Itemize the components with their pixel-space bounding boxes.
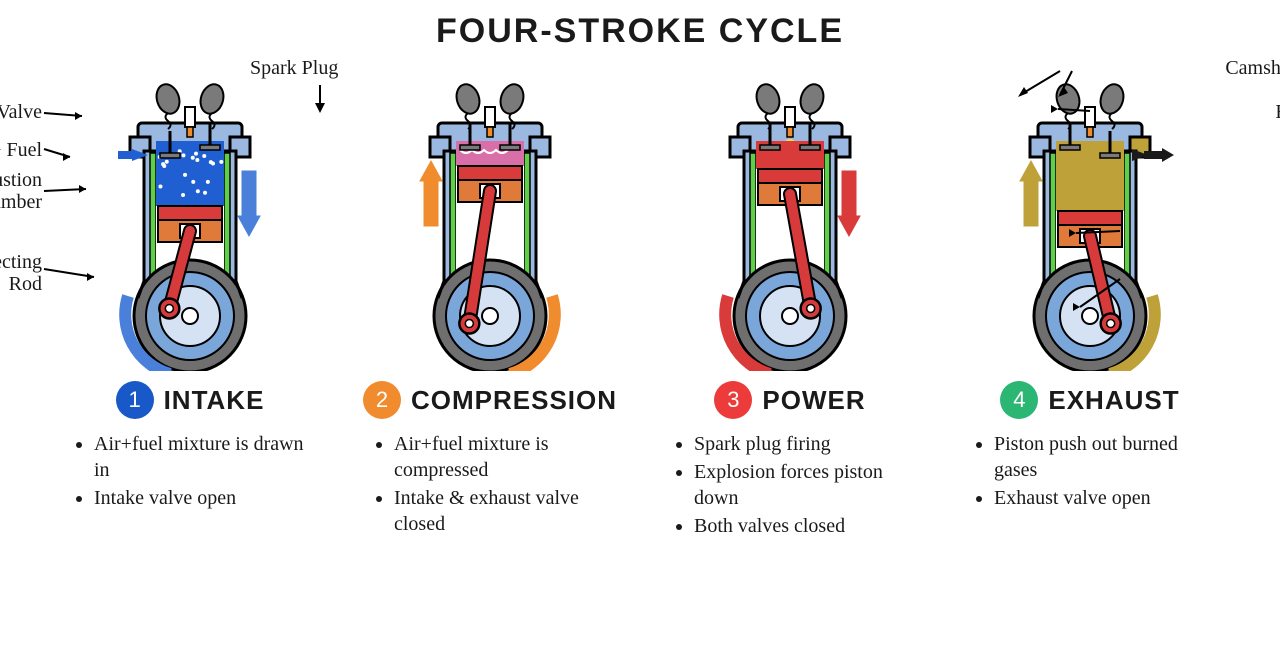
stage-compression: 2 COMPRESSION Air+fuel mixture is compre… (360, 61, 620, 541)
bullet-item: Explosion forces piston down (694, 459, 910, 511)
bullet-item: Exhaust valve open (994, 485, 1210, 511)
engine-intake (100, 61, 280, 371)
bullets-4: Piston push out burned gasesExhaust valv… (970, 431, 1210, 513)
stages-container: Spark Plug Intake Valve Air + Fuel Combu… (0, 61, 1280, 541)
stage-intake: 1 INTAKE Air+fuel mixture is drawn inInt… (60, 61, 320, 541)
bullets-3: Spark plug firingExplosion forces piston… (670, 431, 910, 541)
engine-power (700, 61, 880, 371)
stage-name-4: EXHAUST (1048, 385, 1179, 416)
stage-power: 3 POWER Spark plug firingExplosion force… (660, 61, 920, 541)
ann-connecting-rod: ConnectingRod (0, 251, 42, 295)
bullet-item: Intake valve open (94, 485, 310, 511)
ann-air-fuel: Air + Fuel (0, 139, 42, 161)
stage-exhaust: 4 EXHAUST Piston push out burned gasesEx… (960, 61, 1220, 541)
badge-1: 1 (116, 381, 154, 419)
stage-name-1: INTAKE (164, 385, 265, 416)
engine-exhaust (1000, 61, 1180, 371)
engine-compression (400, 61, 580, 371)
bullet-item: Spark plug firing (694, 431, 910, 457)
badge-3: 3 (714, 381, 752, 419)
bullet-item: Air+fuel mixture is drawn in (94, 431, 310, 483)
bullet-item: Intake & exhaust valve closed (394, 485, 610, 537)
badge-2: 2 (363, 381, 401, 419)
bullet-item: Air+fuel mixture is compressed (394, 431, 610, 483)
ann-intake-valve: Intake Valve (0, 101, 42, 123)
ann-exhaust-valve: Exhaust Valve (1275, 101, 1280, 123)
bullets-1: Air+fuel mixture is drawn inIntake valve… (70, 431, 310, 513)
bullet-item: Both valves closed (694, 513, 910, 539)
bullets-2: Air+fuel mixture is compressedIntake & e… (370, 431, 610, 539)
diagram-title: FOUR-STROKE CYCLE (0, 0, 1280, 51)
stage-name-2: COMPRESSION (411, 385, 617, 416)
badge-4: 4 (1000, 381, 1038, 419)
stage-name-3: POWER (762, 385, 865, 416)
ann-camshaft: Camshaft (1225, 57, 1280, 79)
ann-combustion-chamber: CombustionChamber (0, 169, 42, 213)
bullet-item: Piston push out burned gases (994, 431, 1210, 483)
